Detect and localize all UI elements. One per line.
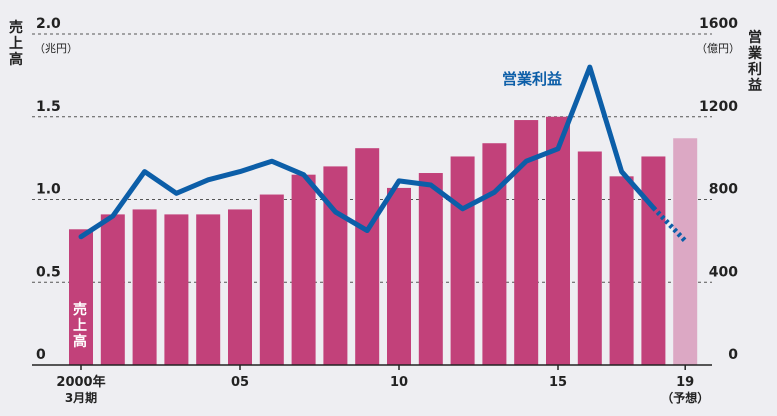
sales-bar: [196, 214, 221, 365]
sales-bar: [673, 138, 698, 365]
profit-line: [78, 64, 688, 243]
sales-bar: [418, 173, 443, 365]
sales-bar: [323, 166, 348, 365]
x-tick-sublabel: （予想）: [661, 390, 709, 405]
sales-bar: [482, 143, 507, 365]
profit-line-forecast: [651, 206, 688, 243]
axis-labels: 2.0 1.5 1.0 0.5 0 （兆円） 1600 1200 800 400 0 （億円） 2000…: [34, 16, 740, 405]
left-tick-label: 1.5: [36, 99, 61, 115]
right-tick-label: 0: [728, 347, 738, 363]
sales-bar: [450, 156, 475, 365]
sales-bar: [641, 156, 666, 365]
left-tick-label: 1.0: [36, 182, 61, 198]
sales-bar: [291, 174, 316, 365]
sales-bar: [577, 151, 602, 365]
x-tick-sublabel: 3月期: [65, 390, 97, 405]
sales-bar: [609, 176, 634, 365]
bar-series-label: 売上高: [73, 302, 87, 350]
left-axis-title: 売上高: [9, 20, 23, 68]
sales-bar: [387, 187, 411, 365]
left-tick-label: 0: [36, 347, 46, 363]
sales-bar: [69, 229, 93, 365]
sales-bars: [69, 116, 698, 365]
x-tick-label: 19: [676, 375, 694, 390]
profit-line-actual: [78, 64, 656, 240]
sales-bar: [355, 148, 380, 365]
right-axis-unit: （億円）: [696, 42, 740, 55]
x-tick-label: 2000年: [56, 374, 105, 390]
x-tick-label: 15: [549, 375, 567, 390]
right-tick-label: 400: [709, 264, 738, 280]
sales-bar: [259, 194, 284, 365]
sales-bar: [100, 214, 125, 365]
line-series-label: 営業利益: [502, 70, 563, 88]
sales-bar: [164, 214, 189, 365]
left-axis-unit: （兆円）: [34, 42, 78, 55]
left-tick-label: 2.0: [36, 16, 61, 32]
x-tick-label: 05: [231, 375, 249, 390]
x-tick-label: 10: [390, 375, 408, 390]
left-tick-label: 0.5: [36, 264, 61, 280]
sales-bar: [546, 116, 570, 365]
right-tick-label: 1200: [699, 99, 738, 115]
right-axis-title: 営業利益: [748, 30, 762, 94]
sales-bar: [132, 209, 157, 365]
right-tick-label: 1600: [699, 16, 738, 32]
right-tick-label: 800: [709, 182, 738, 198]
sales-bar: [228, 209, 252, 365]
